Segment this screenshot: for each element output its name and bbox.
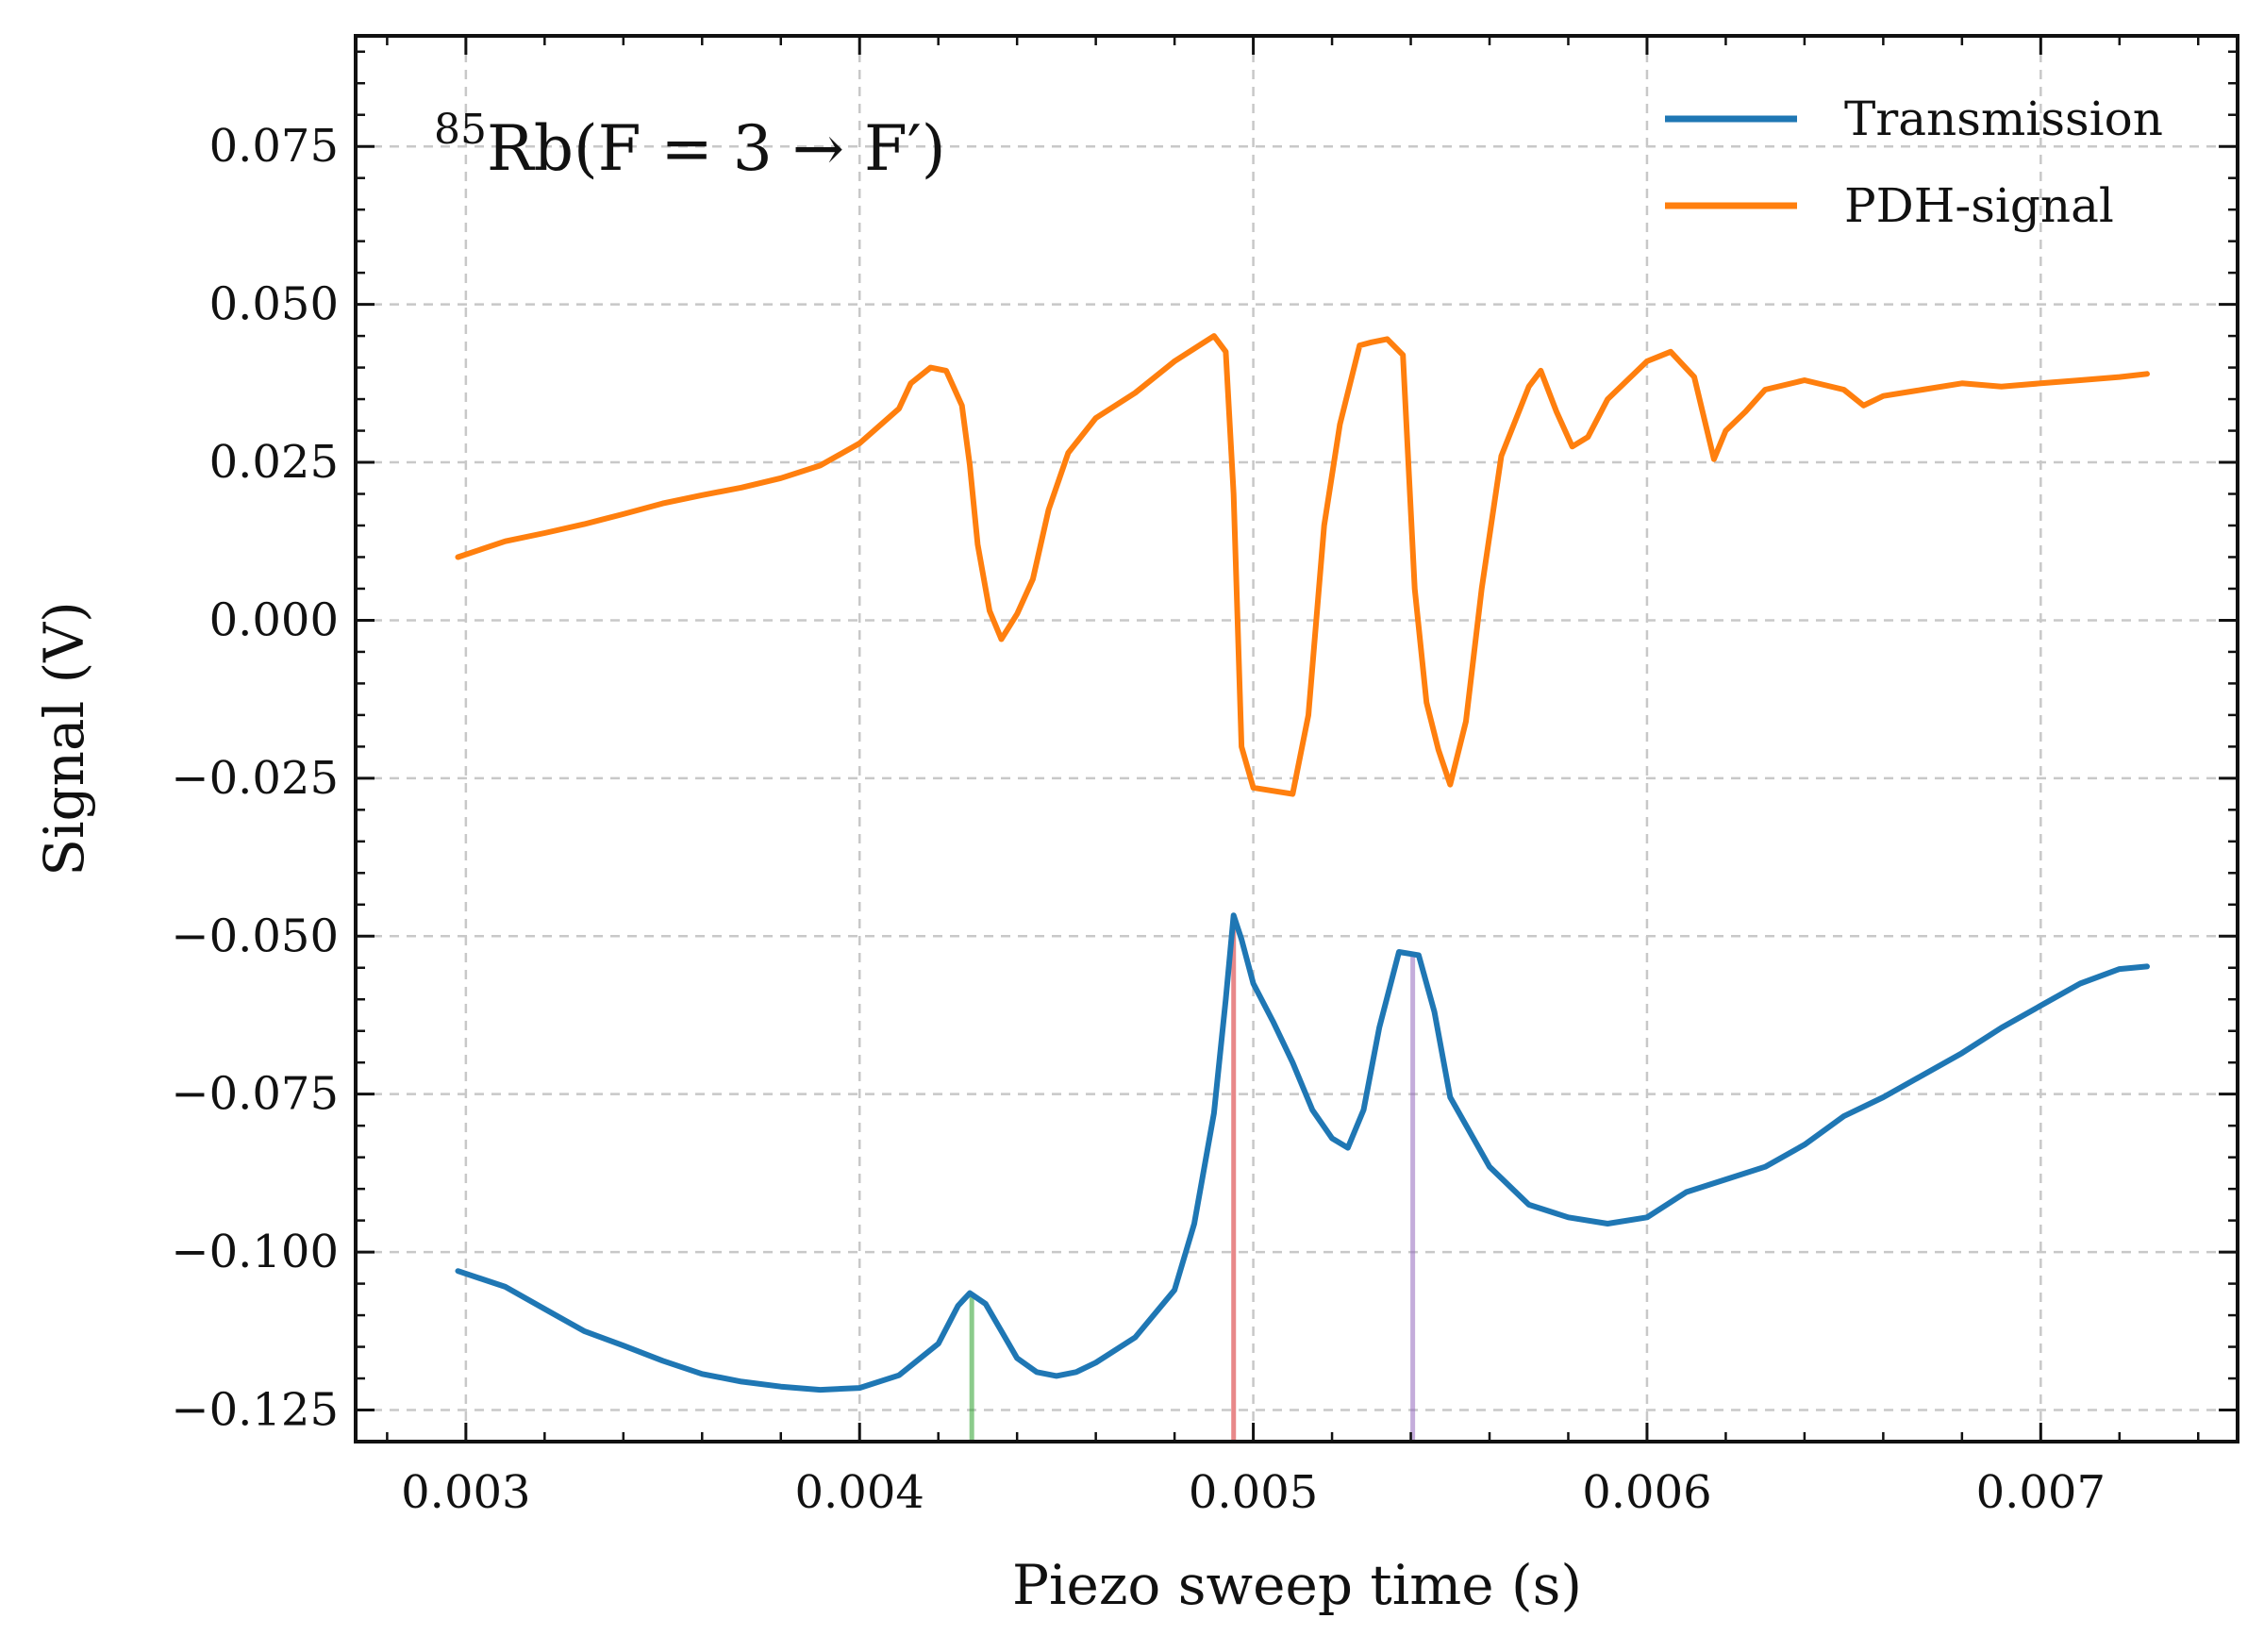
- legend: Transmission PDH-signal: [1665, 92, 2163, 233]
- peak-markers: [969, 915, 1416, 1442]
- ticks: 0.003 0.004 0.005 0.006 0.007 0.075 0.050 0.025…: [171, 36, 2238, 1519]
- y-tick-label: −0.050: [171, 909, 339, 962]
- series-lines: [455, 333, 2150, 1393]
- annotation-text: Rb(F = 3 → F′): [487, 112, 946, 185]
- isotope-superscript: 85: [434, 106, 487, 154]
- y-tick-label: −0.025: [171, 752, 339, 805]
- y-tick-label: −0.125: [171, 1384, 339, 1437]
- x-tick-label: 0.005: [1189, 1466, 1318, 1519]
- y-tick-label: 0.075: [209, 120, 339, 173]
- x-tick-label: 0.006: [1582, 1466, 1711, 1519]
- series-line-transmission: [455, 912, 2150, 1393]
- isotope-annotation: 85Rb(F = 3 → F′): [434, 106, 946, 185]
- legend-label-pdh: PDH-signal: [1844, 178, 2114, 233]
- y-tick-label: −0.075: [171, 1068, 339, 1121]
- grid: [356, 36, 2238, 1442]
- series-line-pdh-signal: [455, 333, 2150, 797]
- plot-frame: [354, 34, 2239, 1443]
- y-tick-label: 0.050: [209, 278, 339, 331]
- y-tick-label: −0.100: [171, 1226, 339, 1278]
- y-tick-label: 0.025: [209, 436, 339, 489]
- x-tick-label: 0.004: [795, 1466, 924, 1519]
- legend-label-transmission: Transmission: [1844, 92, 2163, 146]
- x-axis-title: Piezo sweep time (s): [1012, 1553, 1582, 1617]
- x-tick-label: 0.007: [1976, 1466, 2106, 1519]
- y-tick-label: 0.000: [209, 593, 339, 646]
- x-tick-label: 0.003: [401, 1466, 530, 1519]
- y-axis-title: Signal (V): [32, 601, 96, 876]
